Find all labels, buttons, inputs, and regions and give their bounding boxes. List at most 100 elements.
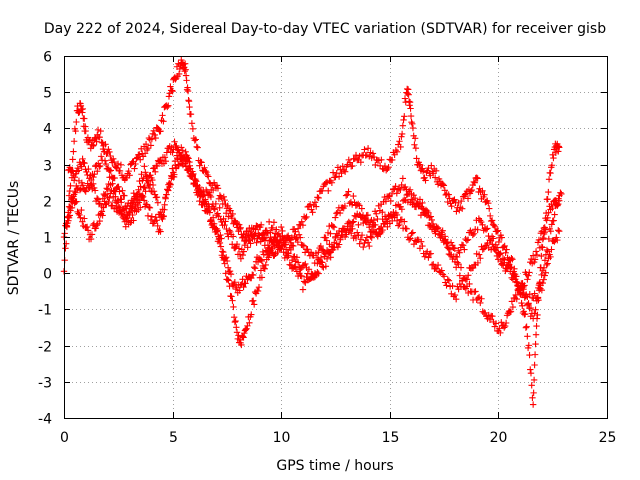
data-point (184, 158, 192, 165)
data-point (342, 192, 350, 199)
data-point (555, 195, 562, 202)
data-point (432, 167, 440, 175)
data-point (287, 246, 295, 253)
data-point (527, 366, 534, 373)
data-point (223, 225, 230, 233)
data-point (75, 167, 82, 174)
data-point (219, 248, 226, 255)
data-point (411, 195, 419, 202)
data-point (319, 259, 326, 266)
data-point (196, 162, 203, 169)
data-point (451, 291, 459, 299)
data-point (237, 224, 244, 232)
data-point (548, 162, 556, 169)
data-point (463, 237, 470, 244)
data-point (142, 188, 149, 195)
data-point (173, 154, 181, 162)
data-point (73, 118, 80, 126)
data-point (278, 245, 285, 252)
data-point (282, 241, 289, 248)
data-point (392, 183, 399, 190)
data-point (75, 210, 82, 217)
data-point (130, 217, 137, 224)
data-point (237, 255, 245, 262)
data-point (217, 231, 224, 239)
data-point (539, 279, 547, 287)
data-point (305, 266, 313, 273)
data-point (354, 200, 362, 208)
data-point (147, 142, 155, 149)
data-point (322, 234, 329, 241)
data-point (67, 204, 74, 212)
data-point (532, 248, 540, 255)
data-point (192, 136, 199, 143)
data-point (419, 168, 427, 175)
data-point (401, 218, 408, 225)
data-point (186, 103, 193, 111)
data-point (448, 203, 455, 210)
data-point (339, 231, 346, 239)
data-point (190, 180, 197, 188)
data-point (467, 188, 475, 195)
data-point (81, 160, 88, 167)
data-point (531, 256, 539, 263)
data-point (513, 278, 520, 285)
data-point (222, 254, 230, 261)
data-point (101, 157, 109, 164)
data-point (224, 276, 231, 283)
data-point (217, 243, 225, 250)
data-point (493, 228, 501, 235)
data-point (87, 181, 94, 188)
data-point (407, 235, 414, 242)
data-point (428, 162, 435, 169)
data-point (295, 231, 303, 238)
data-point (533, 297, 540, 305)
data-point (509, 256, 516, 263)
data-point (519, 291, 526, 298)
data-point (406, 186, 414, 193)
data-point (401, 113, 408, 120)
data-point (149, 176, 156, 184)
data-point (294, 238, 302, 246)
data-point (255, 230, 262, 237)
data-point (127, 200, 135, 207)
data-point (163, 191, 170, 198)
data-point (236, 225, 244, 233)
data-point (222, 270, 229, 277)
data-point (80, 159, 87, 166)
data-point (544, 196, 551, 203)
data-point (502, 319, 510, 327)
data-point (458, 197, 465, 205)
data-point (405, 236, 413, 243)
data-point (367, 233, 374, 240)
data-point (346, 159, 354, 166)
data-point (443, 240, 450, 248)
data-point (322, 263, 330, 270)
data-point (78, 206, 85, 214)
data-point (138, 171, 145, 178)
data-point (72, 127, 79, 135)
data-point (533, 322, 540, 330)
data-point (262, 261, 269, 269)
data-point (439, 227, 446, 234)
data-point (106, 194, 113, 202)
data-point (102, 191, 109, 198)
data-point (251, 265, 259, 272)
data-point (210, 205, 218, 212)
data-point (143, 172, 150, 180)
data-point (437, 232, 444, 239)
data-point (299, 221, 307, 229)
data-point (265, 244, 273, 251)
data-point (261, 265, 268, 273)
data-point (70, 177, 78, 184)
data-point (411, 135, 419, 142)
data-point (400, 116, 407, 124)
data-point (103, 185, 110, 192)
data-point (422, 210, 429, 218)
data-point (278, 223, 285, 231)
data-point (124, 214, 132, 222)
data-point (238, 341, 245, 349)
data-point (554, 236, 561, 244)
data-point (152, 213, 159, 221)
data-point (474, 294, 482, 302)
